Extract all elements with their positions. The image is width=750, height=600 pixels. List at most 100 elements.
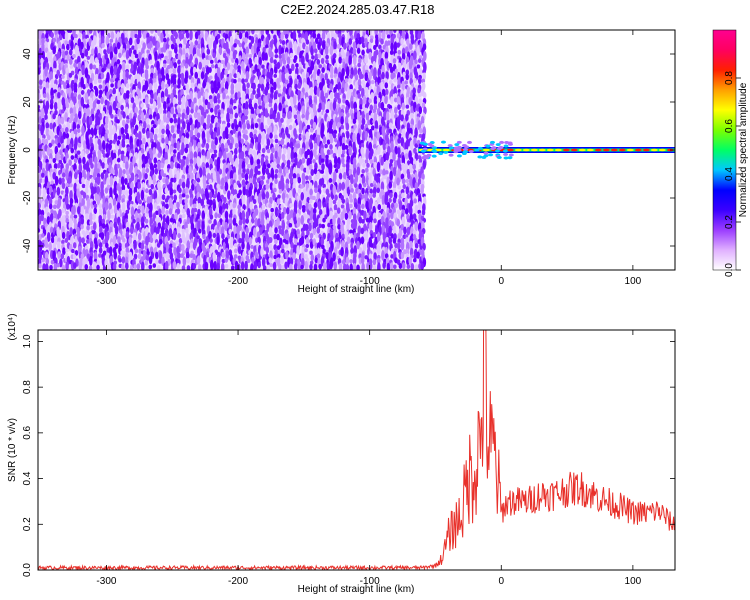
noise-cell <box>248 102 253 110</box>
noise-cell <box>341 30 345 33</box>
noise-cell <box>377 32 382 40</box>
noise-cell <box>272 161 277 171</box>
noise-cell <box>390 42 394 52</box>
noise-cell <box>318 217 322 224</box>
noise-cell <box>250 156 254 167</box>
noise-cell <box>360 87 365 99</box>
noise-cell <box>333 155 338 166</box>
noise-cell <box>157 118 162 125</box>
noise-cell <box>98 203 103 209</box>
noise-cell <box>57 251 61 259</box>
noise-cell <box>313 202 318 209</box>
noise-cell <box>150 30 154 34</box>
noise-cell <box>181 243 185 252</box>
noise-cell <box>301 113 305 119</box>
carrier-scatter <box>503 156 509 160</box>
noise-cell <box>218 168 223 175</box>
noise-cell <box>406 193 411 199</box>
noise-cell <box>172 57 176 63</box>
noise-cell <box>128 251 133 263</box>
noise-cell <box>45 242 49 249</box>
noise-cell <box>132 115 137 126</box>
noise-cell <box>260 179 264 186</box>
noise-cell <box>61 231 66 240</box>
noise-cell <box>125 91 130 100</box>
noise-cell <box>126 118 130 124</box>
noise-cell <box>377 262 381 270</box>
noise-cell <box>264 86 269 96</box>
noise-cell <box>376 97 381 103</box>
noise-cell <box>94 240 99 250</box>
noise-cell <box>240 60 245 71</box>
noise-cell <box>38 166 42 174</box>
noise-cell <box>106 263 111 270</box>
noise-cell <box>246 168 250 175</box>
noise-cell <box>116 59 121 65</box>
noise-cell <box>392 237 397 244</box>
noise-cell <box>116 157 121 163</box>
noise-cell <box>384 170 389 175</box>
noise-cell <box>120 150 125 156</box>
noise-cell <box>297 82 302 89</box>
carrier-band-peak <box>554 148 562 152</box>
noise-cell <box>209 98 214 104</box>
noise-cell <box>348 38 353 45</box>
noise-cell <box>361 49 365 56</box>
noise-cell <box>345 66 350 77</box>
noise-cell <box>360 236 365 245</box>
noise-cell <box>162 173 167 178</box>
noise-cell <box>73 214 78 219</box>
noise-cell <box>340 204 345 209</box>
noise-cell <box>153 190 158 201</box>
noise-cell <box>329 144 333 150</box>
noise-cell <box>180 135 185 145</box>
noise-cell <box>62 102 67 112</box>
noise-cell <box>182 213 186 219</box>
noise-cell <box>188 165 192 176</box>
noise-cell <box>152 36 156 47</box>
noise-cell <box>124 127 128 135</box>
y-tick-label: 20 <box>22 96 33 108</box>
noise-cell <box>129 243 134 249</box>
noise-cell <box>173 202 177 210</box>
noise-cell <box>392 196 397 204</box>
noise-cell <box>101 140 106 151</box>
noise-cell <box>100 96 104 105</box>
noise-cell <box>224 264 229 269</box>
noise-cell <box>90 162 94 169</box>
noise-cell <box>245 46 249 55</box>
noise-cell <box>161 128 165 135</box>
noise-cell <box>373 161 377 170</box>
carrier-scatter <box>503 144 509 148</box>
carrier-scatter <box>474 148 480 152</box>
noise-cell <box>244 115 248 120</box>
noise-cell <box>50 31 54 39</box>
noise-cell <box>333 261 338 270</box>
noise-cell <box>152 124 157 129</box>
noise-cell <box>117 91 121 103</box>
noise-cell <box>246 142 251 153</box>
noise-cell <box>382 168 386 178</box>
noise-cell <box>108 120 113 131</box>
noise-cell <box>296 161 301 170</box>
noise-cell <box>190 101 195 111</box>
noise-cell <box>252 69 256 74</box>
noise-cell <box>186 265 191 270</box>
noise-cell <box>396 84 401 89</box>
noise-cell <box>148 114 153 120</box>
noise-cell <box>52 46 56 55</box>
noise-cell <box>286 56 291 65</box>
carrier-band-peak <box>578 148 586 152</box>
noise-cell <box>142 120 147 130</box>
noise-cell <box>320 169 325 174</box>
noise-cell <box>229 254 234 262</box>
noise-cell <box>340 211 345 221</box>
noise-cell <box>54 175 59 186</box>
noise-cell <box>100 72 105 80</box>
noise-cell <box>220 59 225 65</box>
noise-cell <box>125 161 129 171</box>
noise-cell <box>233 147 238 156</box>
noise-cell <box>161 206 165 215</box>
noise-cell <box>303 167 307 173</box>
noise-cell <box>250 217 255 224</box>
